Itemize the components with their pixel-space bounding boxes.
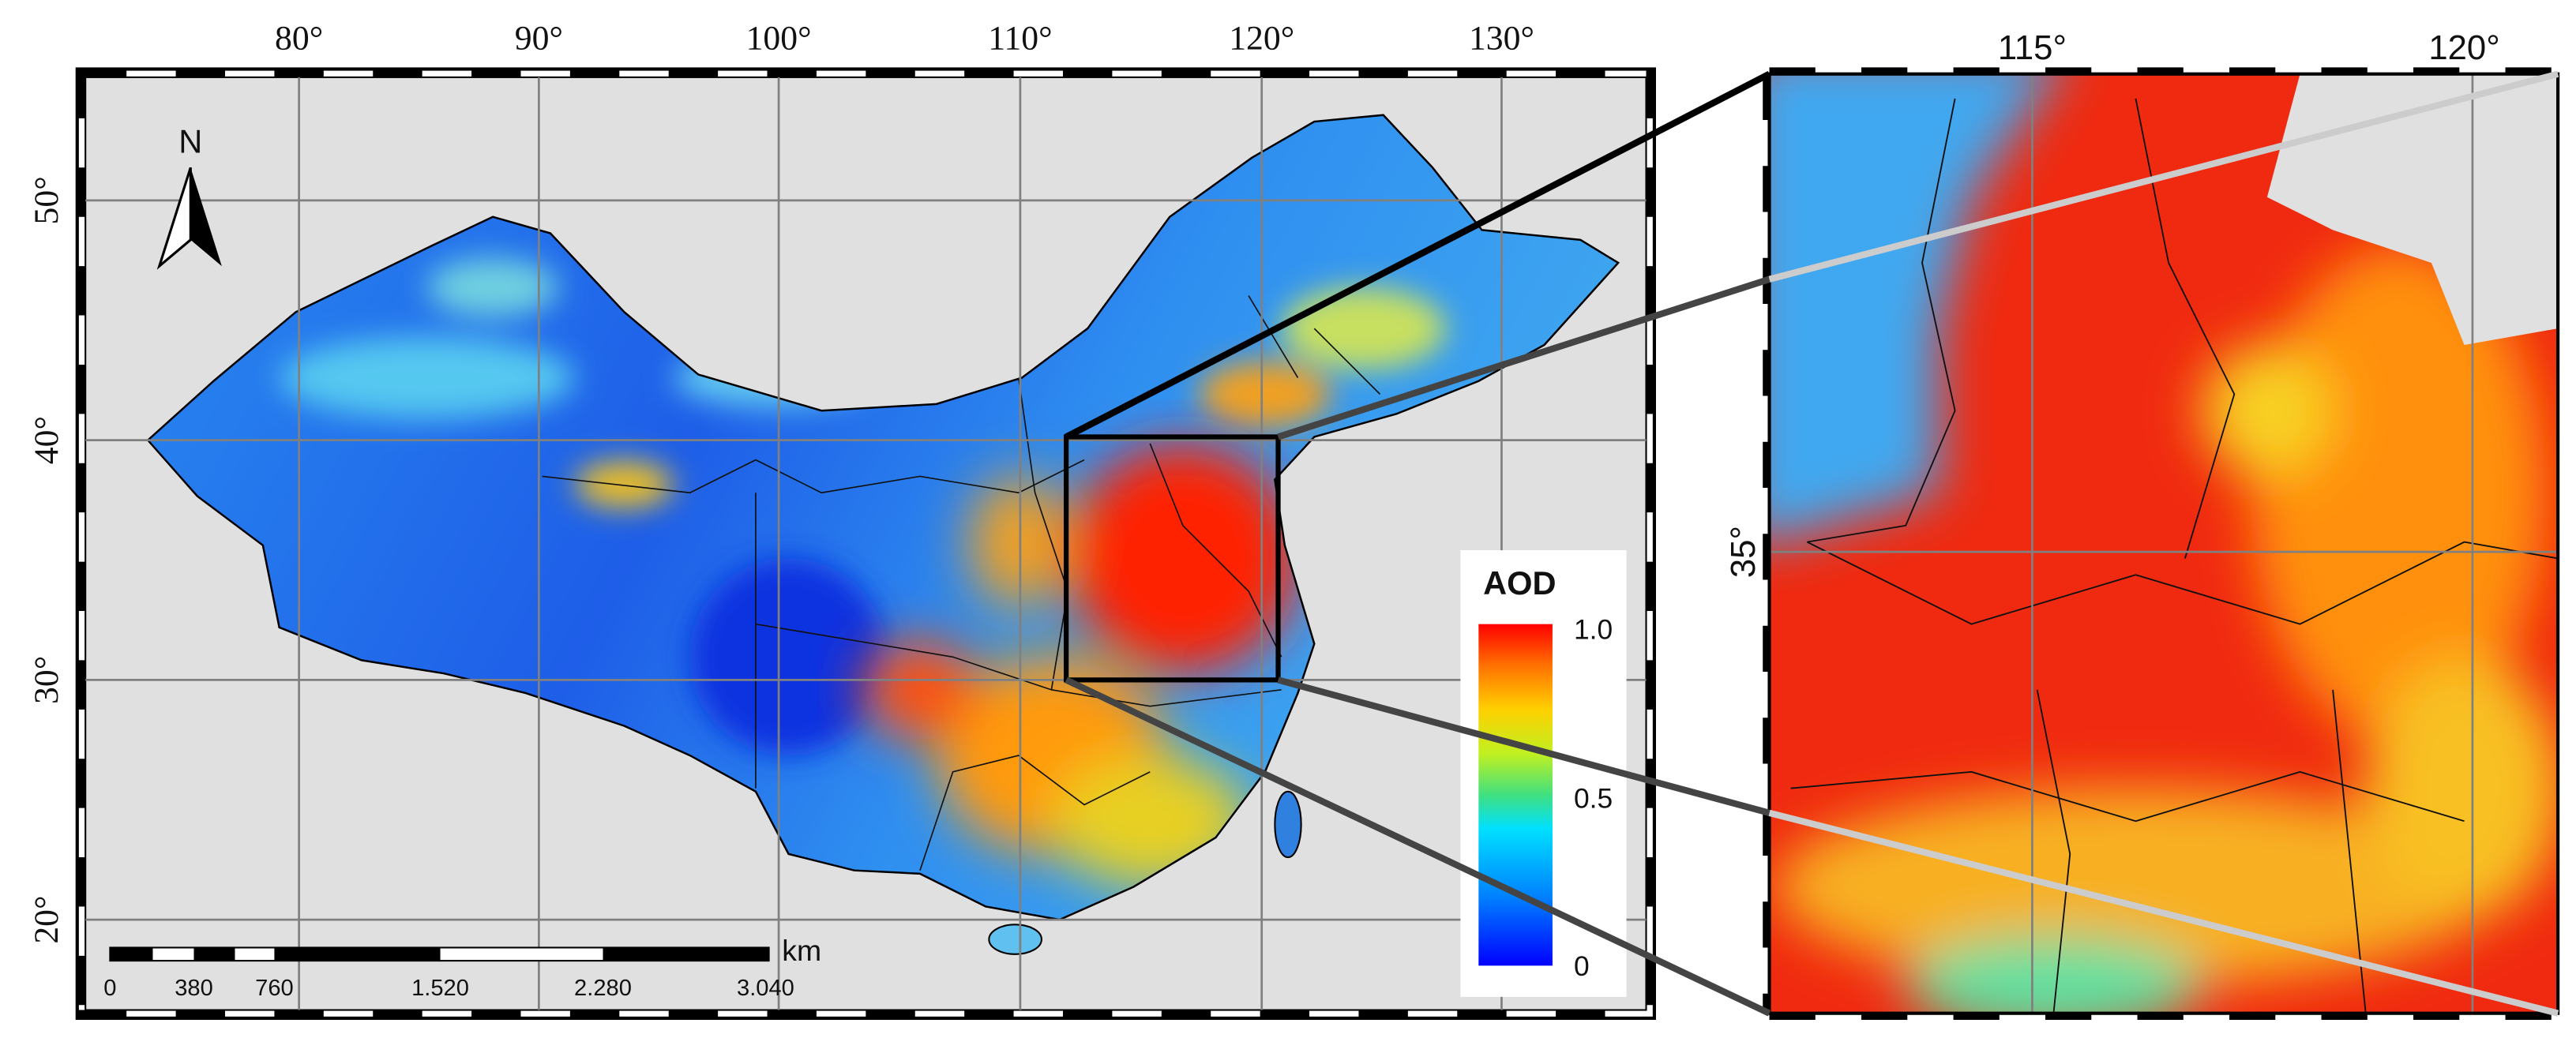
latitude-labels: 50° 40° 30° 20° xyxy=(28,176,66,943)
patch xyxy=(1769,73,2054,542)
scale-segment xyxy=(110,947,153,961)
lat-label: 30° xyxy=(28,656,66,704)
connectors xyxy=(1065,70,2559,1017)
border-line xyxy=(542,459,1085,494)
scale-label: 3.040 xyxy=(737,976,794,1001)
hotspot xyxy=(969,476,1068,608)
scale-label: 0 xyxy=(103,976,116,1001)
inset-border-ticks xyxy=(1763,67,2559,1021)
north-label: N xyxy=(178,123,202,160)
connector xyxy=(1065,71,1771,440)
border-line xyxy=(919,755,1151,871)
connector xyxy=(1065,676,1771,1017)
border-line xyxy=(1017,377,1069,690)
border-line xyxy=(1149,443,1282,658)
taiwan xyxy=(1274,790,1302,859)
inset-graticule xyxy=(1769,73,2559,1014)
north-arrow: N xyxy=(156,123,222,270)
border-line xyxy=(1248,295,1381,395)
inset-lat-label: 35° xyxy=(1724,526,1763,578)
longitude-labels: 80° 90° 100° 110° 120° 130° xyxy=(275,20,1534,58)
border-line xyxy=(1790,770,2465,823)
connector xyxy=(1277,676,1771,816)
scale-bar: 0 380 760 1.520 2.280 3.040 km xyxy=(103,934,821,1001)
connector xyxy=(1277,275,1771,440)
patch xyxy=(575,461,674,508)
patch xyxy=(1774,788,2498,986)
patch xyxy=(1906,935,2202,1014)
patch xyxy=(1199,361,1331,427)
legend-title: AOD xyxy=(1483,564,1556,601)
hainan xyxy=(988,924,1042,955)
scale-unit: km xyxy=(782,934,821,967)
scale-label: 1.520 xyxy=(411,976,469,1001)
connector xyxy=(1768,70,2559,283)
lat-label: 40° xyxy=(28,416,66,464)
hotspot xyxy=(862,640,978,740)
connector xyxy=(1768,809,2559,1017)
border-line xyxy=(1807,98,1956,543)
legend-label: 0 xyxy=(1574,951,1590,982)
lon-label: 100° xyxy=(746,20,812,58)
inset-map xyxy=(1769,73,2559,1014)
arrow-right xyxy=(190,167,222,267)
color-bar xyxy=(1478,624,1553,966)
scale-segment xyxy=(193,947,235,961)
border-line xyxy=(755,623,1282,707)
scale-label: 2.280 xyxy=(574,976,632,1001)
lon-label: 90° xyxy=(515,20,563,58)
hotspot xyxy=(1068,443,1298,674)
lon-label: 130° xyxy=(1469,20,1534,58)
inset-lon-label: 115° xyxy=(1998,28,2067,67)
scale-segment xyxy=(603,947,769,961)
patch xyxy=(2365,657,2559,920)
inset-lon-label: 120° xyxy=(2428,28,2499,67)
patch xyxy=(2201,344,2334,477)
lon-label: 80° xyxy=(275,20,323,58)
sea xyxy=(2266,73,2559,345)
legend: AOD 1.0 0.5 0 xyxy=(1460,550,1627,997)
lat-label: 50° xyxy=(28,176,66,224)
patch xyxy=(279,336,576,419)
scale-segment xyxy=(274,947,441,961)
patch xyxy=(689,558,888,756)
province-borders xyxy=(542,295,1381,871)
patch xyxy=(426,257,559,317)
scale-label: 380 xyxy=(175,976,213,1001)
aod-hotspots xyxy=(862,443,1298,887)
legend-label: 0.5 xyxy=(1574,784,1613,815)
map-border-ticks xyxy=(77,69,1654,1018)
lon-label: 120° xyxy=(1229,20,1294,58)
lat-label: 20° xyxy=(28,896,66,944)
border-line xyxy=(2036,689,2367,1014)
patch xyxy=(1281,287,1446,370)
scale-label: 760 xyxy=(255,976,294,1001)
border-line xyxy=(1806,541,2559,625)
legend-label: 1.0 xyxy=(1574,614,1613,645)
zoom-box xyxy=(1064,434,1281,683)
lon-label: 110° xyxy=(988,20,1052,58)
